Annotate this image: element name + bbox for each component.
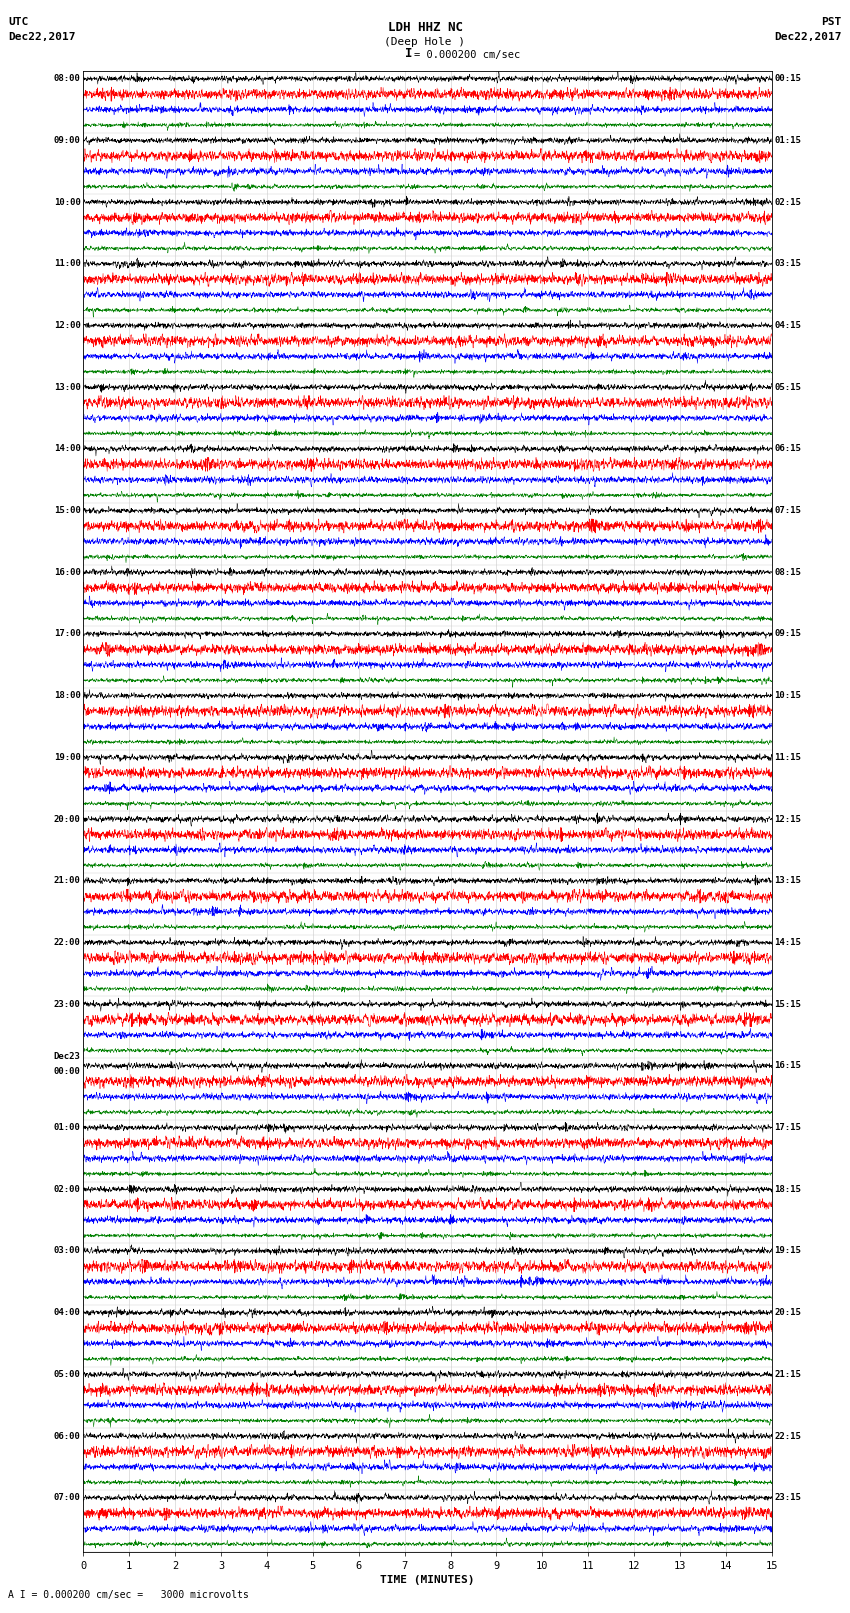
Text: 00:15: 00:15	[774, 74, 802, 84]
Text: 10:15: 10:15	[774, 690, 802, 700]
Text: 10:00: 10:00	[54, 197, 81, 206]
Text: 00:00: 00:00	[54, 1068, 81, 1076]
Text: 23:00: 23:00	[54, 1000, 81, 1008]
Text: = 0.000200 cm/sec: = 0.000200 cm/sec	[414, 50, 520, 60]
Text: 05:15: 05:15	[774, 382, 802, 392]
Text: 13:15: 13:15	[774, 876, 802, 886]
Text: 09:15: 09:15	[774, 629, 802, 639]
Text: Dec22,2017: Dec22,2017	[774, 32, 842, 42]
Text: PST: PST	[821, 18, 842, 27]
Text: 01:00: 01:00	[54, 1123, 81, 1132]
Text: 11:00: 11:00	[54, 260, 81, 268]
Text: 07:00: 07:00	[54, 1494, 81, 1502]
Text: 13:00: 13:00	[54, 382, 81, 392]
X-axis label: TIME (MINUTES): TIME (MINUTES)	[380, 1574, 475, 1586]
Text: 18:00: 18:00	[54, 690, 81, 700]
Text: 19:00: 19:00	[54, 753, 81, 761]
Text: 23:15: 23:15	[774, 1494, 802, 1502]
Text: 03:00: 03:00	[54, 1247, 81, 1255]
Text: 18:15: 18:15	[774, 1184, 802, 1194]
Text: 16:00: 16:00	[54, 568, 81, 577]
Text: LDH HHZ NC: LDH HHZ NC	[388, 21, 462, 34]
Text: 20:00: 20:00	[54, 815, 81, 824]
Text: 05:00: 05:00	[54, 1369, 81, 1379]
Text: 11:15: 11:15	[774, 753, 802, 761]
Text: 06:15: 06:15	[774, 444, 802, 453]
Text: Dec22,2017: Dec22,2017	[8, 32, 76, 42]
Text: 17:00: 17:00	[54, 629, 81, 639]
Text: 06:00: 06:00	[54, 1431, 81, 1440]
Text: 02:00: 02:00	[54, 1184, 81, 1194]
Text: 15:00: 15:00	[54, 506, 81, 515]
Text: 14:00: 14:00	[54, 444, 81, 453]
Text: 21:00: 21:00	[54, 876, 81, 886]
Text: 21:15: 21:15	[774, 1369, 802, 1379]
Text: 14:15: 14:15	[774, 937, 802, 947]
Text: 12:15: 12:15	[774, 815, 802, 824]
Text: 01:15: 01:15	[774, 135, 802, 145]
Text: 16:15: 16:15	[774, 1061, 802, 1071]
Text: UTC: UTC	[8, 18, 29, 27]
Text: 17:15: 17:15	[774, 1123, 802, 1132]
Text: 03:15: 03:15	[774, 260, 802, 268]
Text: 22:00: 22:00	[54, 937, 81, 947]
Text: 02:15: 02:15	[774, 197, 802, 206]
Text: A I = 0.000200 cm/sec =   3000 microvolts: A I = 0.000200 cm/sec = 3000 microvolts	[8, 1590, 249, 1600]
Text: 07:15: 07:15	[774, 506, 802, 515]
Text: 22:15: 22:15	[774, 1431, 802, 1440]
Text: 12:00: 12:00	[54, 321, 81, 331]
Text: 04:15: 04:15	[774, 321, 802, 331]
Text: I: I	[405, 47, 412, 60]
Text: 04:00: 04:00	[54, 1308, 81, 1318]
Text: 08:15: 08:15	[774, 568, 802, 577]
Text: 20:15: 20:15	[774, 1308, 802, 1318]
Text: Dec23: Dec23	[54, 1052, 81, 1061]
Text: 15:15: 15:15	[774, 1000, 802, 1008]
Text: 09:00: 09:00	[54, 135, 81, 145]
Text: 08:00: 08:00	[54, 74, 81, 84]
Text: 19:15: 19:15	[774, 1247, 802, 1255]
Text: (Deep Hole ): (Deep Hole )	[384, 37, 466, 47]
